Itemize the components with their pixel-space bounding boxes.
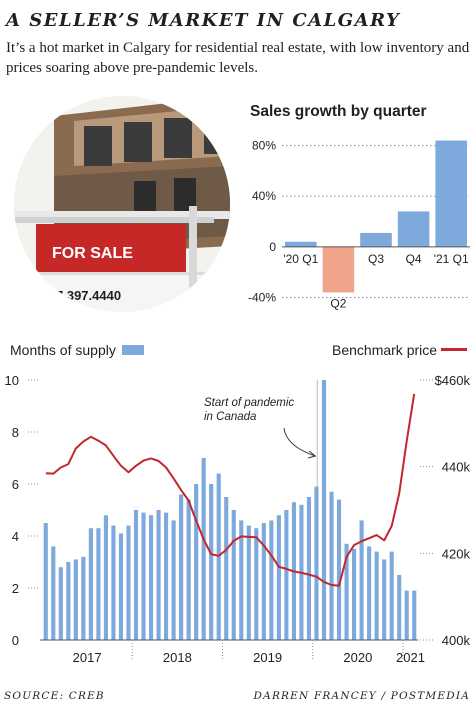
supply-bar	[397, 575, 402, 640]
left-ytick-label: 0	[12, 633, 19, 648]
legend-months-of-supply: Months of supply	[10, 342, 116, 358]
supply-bar	[66, 562, 71, 640]
supply-bar	[164, 512, 169, 640]
supply-bar	[51, 546, 56, 640]
supply-bar	[284, 510, 289, 640]
supply-bar	[314, 486, 319, 640]
supply-bar	[58, 567, 63, 640]
quarter-bar	[435, 140, 467, 247]
year-label: 2018	[163, 650, 192, 665]
left-ytick-label: 6	[12, 477, 19, 492]
supply-bar	[209, 484, 214, 640]
supply-bar	[103, 515, 108, 640]
sign-for-sale-text: FOR SALE	[52, 245, 133, 262]
quarter-ytick-label: -40%	[248, 290, 276, 304]
left-ytick-label: 2	[12, 581, 19, 596]
quarter-bar	[285, 241, 317, 247]
left-ytick-label: 10	[5, 373, 19, 388]
benchmark-price-line	[45, 393, 416, 587]
supply-bar	[81, 556, 86, 640]
right-ytick-label: 440k	[442, 460, 471, 475]
author-credit: DARREN FRANCEY / POSTMEDIA	[253, 690, 470, 702]
sales-growth-title: Sales growth by quarter	[250, 103, 427, 120]
pandemic-annotation-text: in Canada	[204, 411, 256, 423]
supply-bar	[336, 499, 342, 640]
right-ytick-label: 400k	[442, 633, 471, 648]
quarter-category-label: '20 Q1	[283, 252, 318, 266]
supply-bar	[156, 510, 161, 640]
supply-bar	[382, 559, 387, 640]
supply-bar	[367, 546, 372, 640]
quarter-category-label: Q3	[368, 252, 384, 266]
page-subtitle: It’s a hot market in Calgary for residen…	[6, 40, 470, 76]
supply-bar	[412, 590, 417, 640]
pandemic-annotation-text: Start of pandemic	[204, 397, 294, 409]
year-label: 2020	[343, 650, 372, 665]
supply-bar	[179, 494, 184, 640]
year-label: 2019	[253, 650, 282, 665]
supply-bar	[141, 512, 146, 640]
supply-bar	[126, 525, 131, 640]
supply-bar	[231, 510, 236, 640]
sign-phone-text: 7 397.4440	[56, 288, 121, 303]
pandemic-annotation-arrow	[283, 427, 316, 457]
supply-bar	[194, 484, 199, 640]
supply-bar	[201, 458, 206, 640]
supply-bar	[359, 520, 364, 640]
legend-benchmark-price: Benchmark price	[332, 342, 438, 358]
year-label: 2021	[396, 650, 425, 665]
pandemic-annotation-arrowhead	[308, 450, 317, 459]
supply-bar	[239, 520, 244, 640]
quarter-category-label: '21 Q1	[434, 252, 469, 266]
quarter-category-label: Q4	[406, 252, 422, 266]
for-sale-photo: FOR SALE 7 397.4440	[14, 96, 230, 312]
for-sale-photo-illustration: FOR SALE 7 397.4440	[14, 96, 230, 312]
quarter-bar	[360, 232, 392, 247]
supply-bar	[321, 380, 327, 640]
supply-bar	[329, 491, 334, 640]
supply-bar	[246, 525, 251, 640]
quarter-ytick-label: 40%	[252, 189, 276, 203]
right-ytick-label: $460k	[435, 373, 471, 388]
legend-benchmark-price-swatch	[441, 348, 467, 351]
year-label: 2017	[73, 650, 102, 665]
legend-months-of-supply-swatch	[122, 345, 144, 355]
supply-bar	[171, 520, 176, 640]
supply-bar	[306, 497, 312, 640]
supply-bar	[96, 528, 101, 640]
quarter-category-label: Q2	[330, 296, 346, 310]
supply-bar	[148, 515, 154, 640]
right-ytick-label: 420k	[442, 546, 471, 561]
quarter-ytick-label: 0	[269, 240, 276, 254]
supply-bar	[118, 533, 124, 640]
supply-bar	[88, 528, 93, 640]
supply-bar	[73, 559, 78, 640]
sales-growth-chart: 80% 40% 0 -40% '20 Q1 Q2 Q3 Q4 '21 Q1	[248, 139, 470, 310]
left-ytick-label: 8	[12, 425, 19, 440]
page-title: A SELLER’S MARKET IN CALGARY	[6, 10, 401, 31]
quarter-bar	[397, 211, 430, 247]
quarter-bar	[322, 246, 355, 293]
supply-bar	[261, 523, 266, 640]
source-credit: SOURCE: CREB	[4, 690, 105, 702]
supply-bar	[374, 551, 379, 640]
supply-bar	[352, 549, 357, 640]
left-ytick-label: 4	[12, 529, 19, 544]
supply-price-chart: 10 8 6 4 2 0 $460k 440k 420k 400k 2017 2018 2019 2020…	[5, 373, 471, 665]
supply-bar	[186, 499, 191, 640]
supply-bar	[276, 515, 281, 640]
supply-bar	[269, 520, 274, 640]
supply-bar	[254, 528, 259, 640]
supply-bar	[344, 543, 349, 640]
supply-bar	[43, 523, 48, 640]
supply-bar	[224, 497, 229, 640]
supply-bar	[404, 590, 409, 640]
quarter-ytick-label: 80%	[252, 139, 276, 153]
supply-bar	[133, 510, 139, 640]
supply-bar	[111, 525, 116, 640]
supply-bar	[389, 551, 394, 640]
